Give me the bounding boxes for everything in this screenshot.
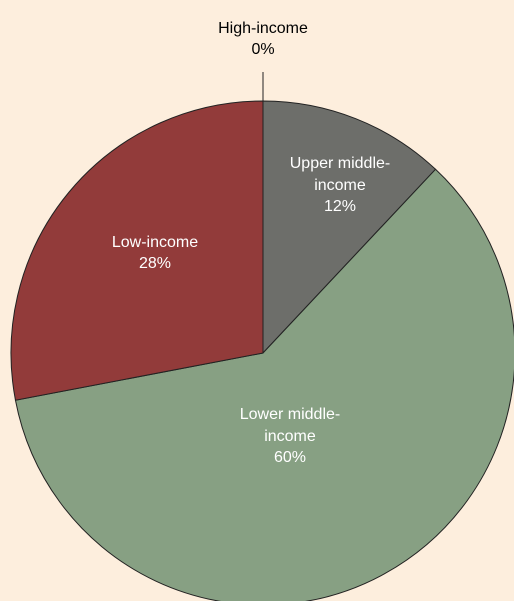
slice-value-label: 28% <box>139 255 171 272</box>
slice-label: Lower middle-income <box>240 406 340 445</box>
pie-slice <box>262 100 437 355</box>
slice-label: High-income <box>218 20 308 37</box>
slice-label: Low-income <box>112 234 198 251</box>
pie-slice <box>14 168 514 601</box>
slice-value-label: 60% <box>274 449 306 466</box>
slice-value-label: 12% <box>324 198 356 215</box>
slice-label: Upper middle-income <box>290 155 390 194</box>
pie-slice <box>10 100 264 401</box>
slice-value-label: 0% <box>251 41 274 58</box>
